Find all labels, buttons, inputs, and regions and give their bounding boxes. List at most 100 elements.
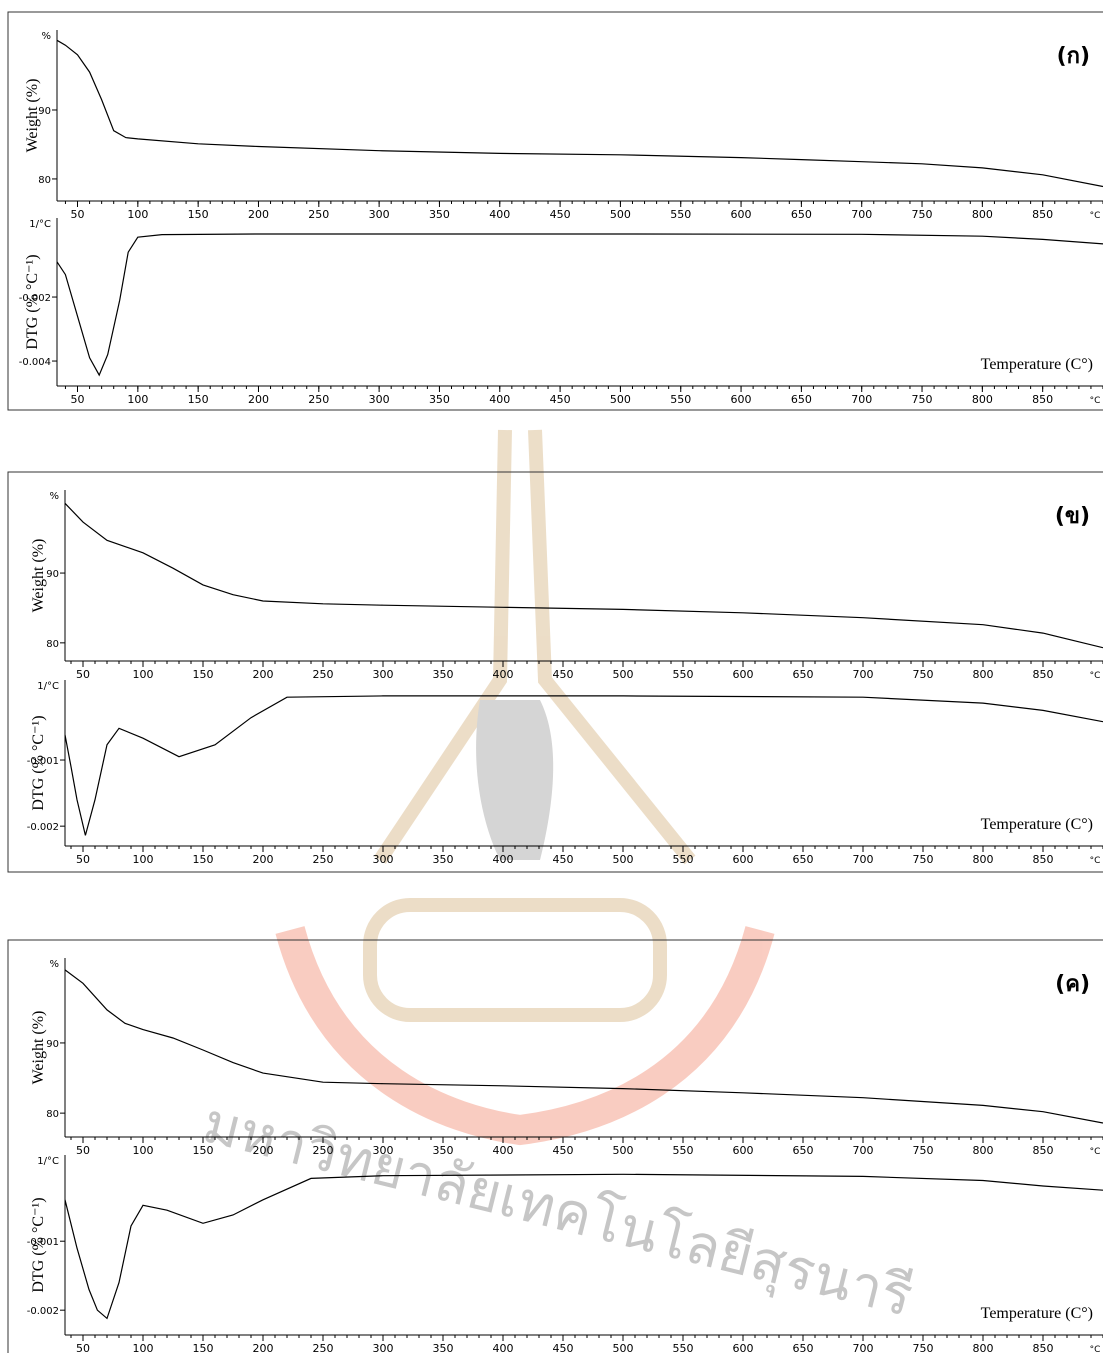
logo-figure xyxy=(476,700,553,860)
x-tick-label: 350 xyxy=(433,1144,454,1157)
y-unit: 1/°C xyxy=(37,1156,59,1167)
x-tick-label: 550 xyxy=(673,1342,694,1353)
x-unit: °C xyxy=(1090,396,1101,406)
x-tick-label: 750 xyxy=(912,208,933,221)
x-tick-label: 100 xyxy=(127,208,148,221)
x-tick-label: 50 xyxy=(76,668,90,681)
x-tick-label: 550 xyxy=(673,1144,694,1157)
x-tick-label: 700 xyxy=(853,668,874,681)
y-tick-label: 90 xyxy=(46,569,59,580)
x-tick-label: 300 xyxy=(369,393,390,406)
x-tick-label: 150 xyxy=(193,668,214,681)
x-tick-label: 800 xyxy=(972,208,993,221)
y-tick-label: -0.004 xyxy=(19,357,51,368)
x-tick-label: 750 xyxy=(913,1342,934,1353)
x-tick-label: 800 xyxy=(972,393,993,406)
x-tick-label: 700 xyxy=(851,208,872,221)
x-tick-label: 750 xyxy=(913,668,934,681)
x-tick-label: 200 xyxy=(253,853,274,866)
x-tick-label: 650 xyxy=(793,1144,814,1157)
x-tick-label: 50 xyxy=(71,393,85,406)
x-tick-label: 300 xyxy=(373,668,394,681)
x-tick-label: 550 xyxy=(670,208,691,221)
x-tick-label: 250 xyxy=(308,393,329,406)
x-tick-label: 200 xyxy=(253,1144,274,1157)
x-tick-label: 600 xyxy=(733,853,754,866)
y-unit: % xyxy=(41,31,51,42)
y-axis-label: Weight (%) xyxy=(30,539,47,613)
x-tick-label: 650 xyxy=(791,208,812,221)
x-axis-label: Temperature (C°) xyxy=(981,356,1093,373)
x-tick-label: 400 xyxy=(489,393,510,406)
x-tick-label: 700 xyxy=(853,1144,874,1157)
x-tick-label: 550 xyxy=(670,393,691,406)
x-tick-label: 300 xyxy=(369,208,390,221)
x-tick-label: 150 xyxy=(188,208,209,221)
y-axis-label: DTG (% °C⁻¹) xyxy=(30,1197,47,1292)
data-line xyxy=(65,696,1103,836)
x-tick-label: 700 xyxy=(853,1342,874,1353)
x-tick-label: 50 xyxy=(76,1342,90,1353)
x-tick-label: 150 xyxy=(193,1144,214,1157)
figure: มหาวิทยาลัยเทคโนโลยีสุรนารี 501001502002… xyxy=(0,0,1103,1353)
x-tick-label: 450 xyxy=(550,208,571,221)
x-tick-label: 250 xyxy=(313,1342,334,1353)
x-tick-label: 350 xyxy=(429,208,450,221)
x-tick-label: 150 xyxy=(193,853,214,866)
x-tick-label: 750 xyxy=(913,1144,934,1157)
x-tick-label: 800 xyxy=(973,1144,994,1157)
x-tick-label: 50 xyxy=(76,853,90,866)
x-tick-label: 200 xyxy=(253,1342,274,1353)
x-tick-label: 400 xyxy=(493,853,514,866)
x-tick-label: 200 xyxy=(248,208,269,221)
y-unit: 1/°C xyxy=(29,219,51,230)
x-tick-label: 850 xyxy=(1032,393,1053,406)
y-tick-label: -0.002 xyxy=(27,1306,59,1317)
logo-arc xyxy=(290,930,760,1130)
y-unit: % xyxy=(49,491,59,502)
x-tick-label: 350 xyxy=(433,853,454,866)
x-tick-label: 150 xyxy=(188,393,209,406)
x-tick-label: 700 xyxy=(853,853,874,866)
x-tick-label: 400 xyxy=(493,1342,514,1353)
x-tick-label: 650 xyxy=(791,393,812,406)
x-tick-label: 500 xyxy=(613,1342,634,1353)
y-tick-label: 80 xyxy=(38,175,51,186)
x-unit: °C xyxy=(1090,211,1101,221)
x-tick-label: 250 xyxy=(313,1144,334,1157)
y-tick-label: 80 xyxy=(46,639,59,650)
x-tick-label: 250 xyxy=(308,208,329,221)
x-tick-label: 400 xyxy=(493,668,514,681)
x-tick-label: 600 xyxy=(733,1144,754,1157)
x-tick-label: 650 xyxy=(793,1342,814,1353)
x-tick-label: 800 xyxy=(973,1342,994,1353)
x-unit: °C xyxy=(1090,1147,1101,1157)
x-tick-label: 350 xyxy=(433,668,454,681)
x-axis-label: Temperature (C°) xyxy=(981,1305,1093,1322)
x-tick-label: 350 xyxy=(429,393,450,406)
x-tick-label: 650 xyxy=(793,668,814,681)
x-tick-label: 250 xyxy=(313,668,334,681)
x-tick-label: 450 xyxy=(553,668,574,681)
x-tick-label: 500 xyxy=(613,853,634,866)
y-axis-label: DTG (% °C⁻¹) xyxy=(30,715,47,810)
x-tick-label: 550 xyxy=(673,853,694,866)
x-tick-label: 100 xyxy=(133,668,154,681)
y-axis-label: DTG (% °C⁻¹) xyxy=(24,254,41,349)
x-tick-label: 150 xyxy=(193,1342,214,1353)
x-tick-label: 700 xyxy=(851,393,872,406)
data-line xyxy=(65,503,1103,647)
x-tick-label: 750 xyxy=(913,853,934,866)
x-tick-label: 600 xyxy=(731,208,752,221)
data-line xyxy=(57,40,1103,186)
x-tick-label: 200 xyxy=(248,393,269,406)
x-tick-label: 800 xyxy=(973,668,994,681)
x-tick-label: 450 xyxy=(550,393,571,406)
x-tick-label: 50 xyxy=(71,208,85,221)
x-tick-label: 100 xyxy=(133,853,154,866)
x-unit: °C xyxy=(1090,1345,1101,1353)
x-tick-label: 300 xyxy=(373,1144,394,1157)
y-axis-label: Weight (%) xyxy=(24,79,41,153)
x-tick-label: 200 xyxy=(253,668,274,681)
y-unit: 1/°C xyxy=(37,681,59,692)
